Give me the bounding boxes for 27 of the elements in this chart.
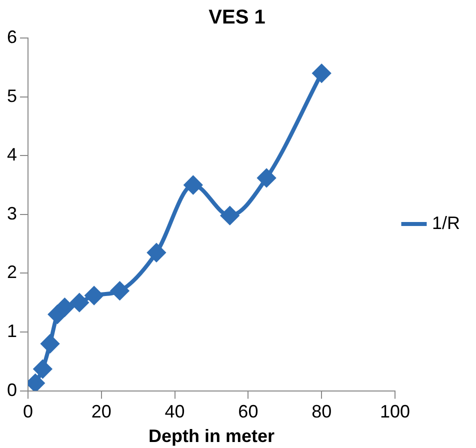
x-tick-label: 100 xyxy=(380,402,410,422)
point xyxy=(56,298,74,316)
y-tick-label: 3 xyxy=(6,203,18,224)
x-axis-title: Depth in meter xyxy=(148,426,275,446)
point xyxy=(184,176,202,194)
point xyxy=(85,286,104,305)
x-tick-label: 80 xyxy=(312,402,332,422)
chart-title: VES 1 xyxy=(208,6,266,29)
x-tick-label: 20 xyxy=(91,402,112,422)
y-tick-label: 6 xyxy=(6,26,18,47)
y-tick-label: 0 xyxy=(6,380,18,400)
y-tick-label: 1 xyxy=(6,320,18,341)
legend-label: 1/R xyxy=(432,212,460,233)
point xyxy=(258,168,276,187)
x-tick-label: 0 xyxy=(23,402,34,422)
x-tick-label: 40 xyxy=(164,402,185,422)
point xyxy=(220,206,239,225)
y-tick-label: 4 xyxy=(6,144,18,165)
y-tick-label: 2 xyxy=(6,262,18,282)
point xyxy=(312,64,331,82)
point xyxy=(147,244,166,262)
point xyxy=(70,294,88,312)
x-tick-label: 60 xyxy=(238,402,258,422)
point xyxy=(34,360,52,378)
point xyxy=(110,282,129,300)
y-tick-label: 5 xyxy=(6,86,18,106)
point xyxy=(41,334,60,353)
